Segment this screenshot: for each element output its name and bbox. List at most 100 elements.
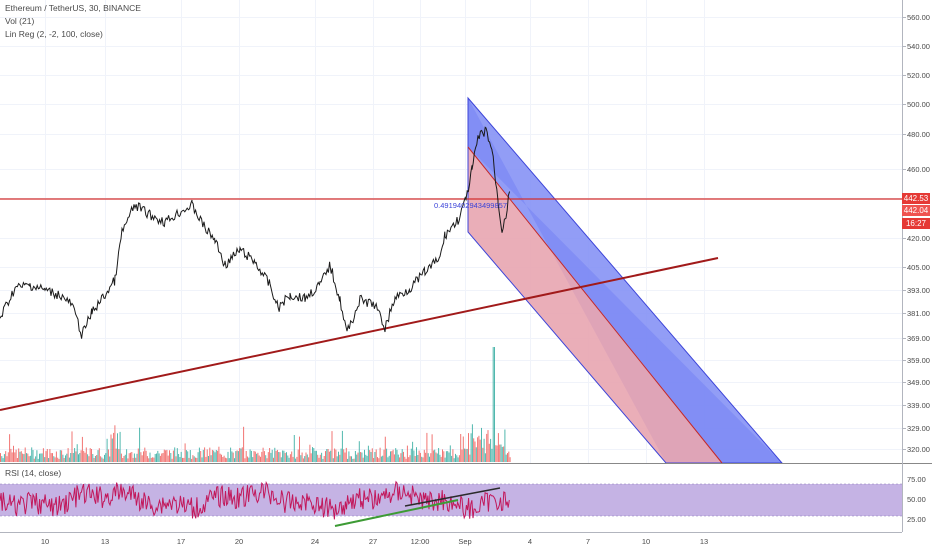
volume-bar bbox=[5, 451, 7, 462]
volume-bar bbox=[157, 450, 159, 462]
volume-bar bbox=[184, 443, 186, 462]
volume-bar bbox=[426, 432, 428, 462]
volume-legend[interactable]: Vol (21) bbox=[5, 16, 35, 26]
volume-bar bbox=[403, 451, 404, 462]
volume-bar bbox=[504, 429, 506, 462]
rsi-axis[interactable]: 75.00 50.00 25.00 bbox=[907, 475, 926, 524]
ascending-trendline[interactable] bbox=[0, 257, 719, 411]
volume-bar bbox=[62, 454, 64, 462]
price-tick-label: 560.00 bbox=[907, 13, 930, 22]
volume-bar bbox=[32, 450, 34, 462]
volume-bar bbox=[258, 455, 260, 462]
volume-bar bbox=[466, 448, 468, 462]
rsi-trendline-dark[interactable] bbox=[404, 487, 501, 507]
volume-bar bbox=[271, 449, 273, 462]
volume-bar bbox=[24, 447, 26, 462]
volume-bar bbox=[240, 448, 242, 462]
volume-bar bbox=[297, 449, 299, 462]
volume-bar bbox=[382, 455, 384, 462]
price-tick-label: 381.00 bbox=[907, 309, 930, 318]
volume-bar bbox=[452, 449, 454, 462]
volume-bar bbox=[52, 453, 53, 462]
volume-bar bbox=[373, 458, 375, 462]
volume-bar bbox=[477, 437, 479, 462]
volume-bar bbox=[313, 448, 315, 462]
volume-bar bbox=[247, 456, 248, 462]
volume-bar bbox=[7, 452, 9, 462]
volume-bar bbox=[383, 449, 385, 462]
volume-bar bbox=[270, 452, 272, 462]
volume-bar bbox=[42, 448, 44, 462]
volume-bar bbox=[206, 449, 208, 462]
volume-bar bbox=[317, 454, 319, 462]
volume-bar bbox=[136, 453, 138, 462]
volume-bar bbox=[29, 455, 31, 462]
volume-bar bbox=[335, 449, 337, 462]
volume-bar bbox=[92, 454, 94, 462]
volume-bar bbox=[310, 453, 312, 462]
volume-bar bbox=[101, 457, 103, 462]
price-axis[interactable]: 560.00540.00520.00500.00480.00460.00440.… bbox=[902, 13, 930, 454]
volume-bar bbox=[500, 444, 502, 462]
countdown-badge: 16:27 bbox=[902, 218, 930, 229]
volume-bar bbox=[37, 458, 39, 462]
volume-bar bbox=[145, 450, 147, 462]
volume-bar bbox=[358, 441, 360, 462]
volume-bar bbox=[57, 457, 59, 462]
volume-bar bbox=[141, 455, 143, 462]
volume-bar bbox=[84, 452, 86, 462]
volume-bar bbox=[175, 456, 177, 462]
volume-bar bbox=[362, 457, 364, 462]
volume-bar bbox=[153, 457, 155, 462]
volume-bar bbox=[167, 455, 169, 462]
volume-bar bbox=[11, 452, 13, 462]
rsi-trendline-green[interactable] bbox=[334, 499, 459, 527]
volume-bar bbox=[39, 453, 40, 462]
volume-bar bbox=[266, 458, 268, 462]
volume-bar bbox=[404, 456, 406, 462]
volume-bar bbox=[289, 454, 291, 462]
volume-bar bbox=[279, 452, 281, 462]
volume-bar bbox=[410, 448, 412, 462]
volume-bar bbox=[91, 449, 92, 462]
volume-bar bbox=[239, 448, 241, 462]
volume-bar bbox=[408, 457, 410, 462]
volume-bar bbox=[488, 443, 490, 462]
volume-bar bbox=[224, 457, 226, 462]
volume-bar bbox=[275, 450, 277, 462]
linreg-legend[interactable]: Lin Reg (2, -2, 100, close) bbox=[5, 29, 103, 39]
volume-bar bbox=[214, 452, 216, 462]
volume-bar bbox=[213, 450, 215, 462]
volume-bar bbox=[462, 436, 464, 462]
volume-bar bbox=[75, 451, 77, 462]
volume-bar bbox=[58, 458, 60, 462]
volume-bar bbox=[1, 456, 3, 462]
volume-bar bbox=[356, 454, 358, 462]
volume-bar bbox=[295, 458, 297, 462]
symbol-legend[interactable]: Ethereum / TetherUS, 30, BINANCE bbox=[5, 3, 141, 13]
volume-bar bbox=[0, 453, 1, 462]
volume-bar bbox=[70, 453, 72, 462]
volume-bar bbox=[492, 347, 494, 462]
volume-bar bbox=[401, 449, 403, 462]
volume-bar bbox=[263, 451, 265, 462]
rsi-legend[interactable]: RSI (14, close) bbox=[5, 468, 62, 478]
volume-bar bbox=[18, 448, 20, 462]
volume-bar bbox=[292, 456, 294, 462]
volume-bar bbox=[117, 433, 118, 462]
support-trendline[interactable] bbox=[0, 257, 719, 411]
volume-bar bbox=[182, 457, 183, 462]
volume-bar bbox=[421, 456, 423, 462]
volume-bar bbox=[265, 455, 267, 462]
volume-bar bbox=[174, 447, 176, 462]
volume-bar bbox=[120, 453, 122, 462]
volume-bar bbox=[215, 450, 217, 462]
volume-bar bbox=[396, 449, 398, 462]
time-axis[interactable]: 10 13 17 20 24 27 12:00 Sep 4 7 10 13 bbox=[41, 537, 708, 546]
volume-bar bbox=[241, 447, 243, 462]
volume-bar bbox=[85, 447, 87, 462]
volume-bar bbox=[484, 453, 486, 462]
volume-bar bbox=[304, 456, 306, 462]
volume-bar bbox=[397, 454, 399, 462]
